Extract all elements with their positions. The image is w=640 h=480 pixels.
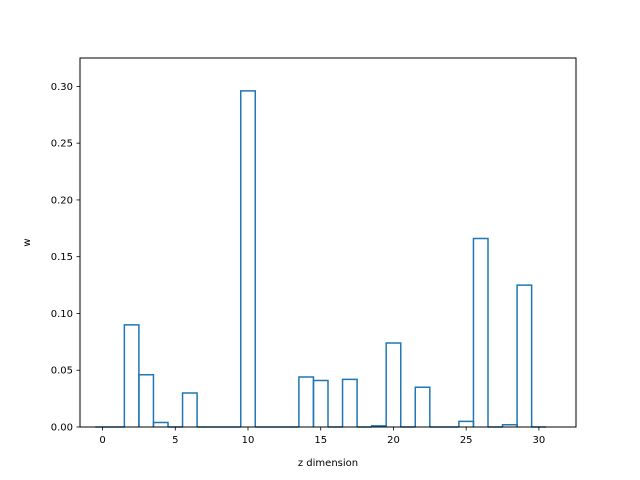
- bar: [341, 378, 358, 427]
- y-tick-label: 0.30: [51, 82, 73, 93]
- y-axis-label: w: [22, 238, 33, 246]
- y-tick-label: 0.15: [51, 252, 73, 263]
- x-tick-label: 0: [99, 435, 105, 446]
- bar: [385, 342, 402, 427]
- bar: [138, 374, 155, 427]
- y-tick-label: 0.20: [51, 195, 73, 206]
- bar: [472, 237, 489, 427]
- y-axis: 0.00 0.05 0.10 0.15 0.20 0.25 0.30: [51, 82, 80, 434]
- y-tick-label: 0.10: [51, 309, 73, 320]
- x-axis-label: z dimension: [298, 458, 358, 469]
- x-tick-label: 30: [533, 435, 546, 446]
- y-tick-label: 0.00: [51, 423, 73, 434]
- y-tick-label: 0.05: [51, 366, 73, 377]
- x-tick-label: 5: [172, 435, 178, 446]
- bar: [414, 386, 431, 427]
- bar: [312, 379, 329, 427]
- bar: [239, 90, 257, 427]
- bar: [516, 284, 533, 427]
- axes-frame: [79, 57, 577, 428]
- x-tick-label: 20: [387, 435, 400, 446]
- bar: [152, 421, 169, 427]
- y-tick-label: 0.25: [51, 139, 73, 150]
- x-tick-label: 25: [460, 435, 473, 446]
- bar: [181, 392, 198, 427]
- x-axis: 0 5 10 15 20 25 30: [99, 427, 545, 446]
- x-tick-label: 10: [242, 435, 255, 446]
- x-tick-label: 15: [314, 435, 327, 446]
